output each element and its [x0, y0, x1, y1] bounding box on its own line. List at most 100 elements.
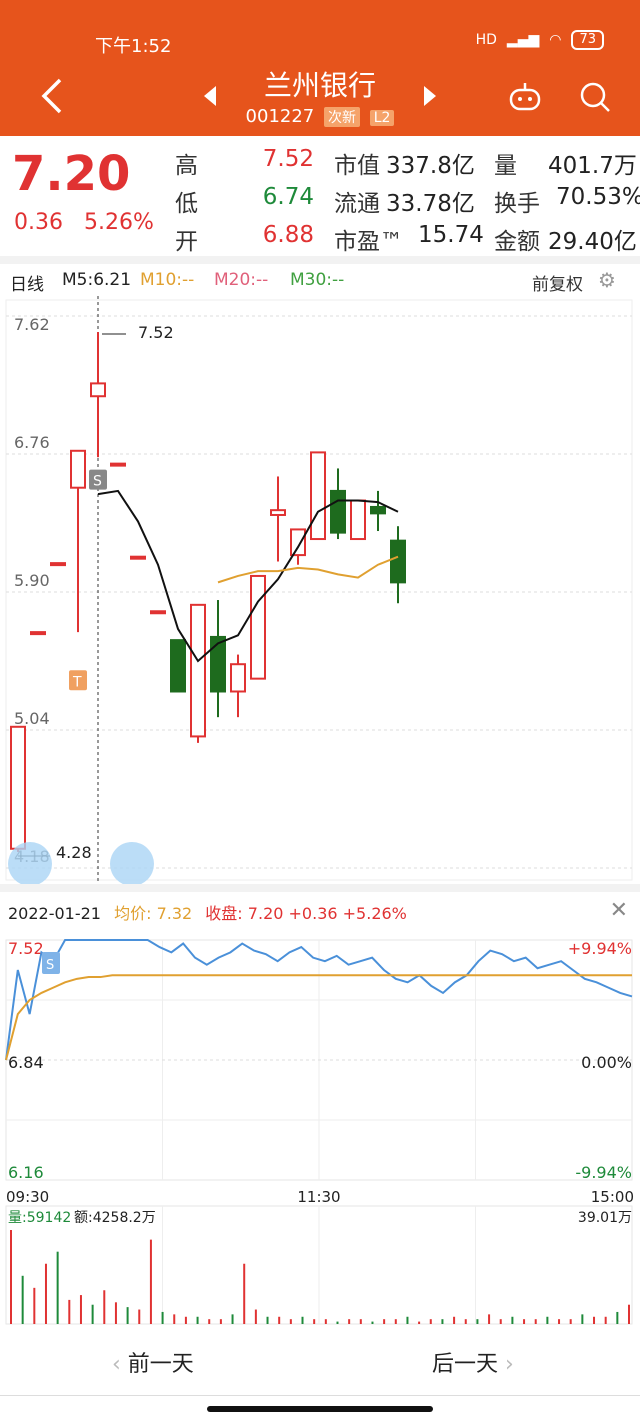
time-label: 09:30 [6, 1188, 49, 1206]
settings-gear-icon[interactable]: ⚙ [598, 268, 616, 292]
home-indicator[interactable] [207, 1406, 433, 1412]
volume-bar [114, 1302, 117, 1324]
change-value: 0.36 [14, 210, 63, 235]
volume-bar [604, 1316, 607, 1324]
timeshare-info: 2022-01-21 均价: 7.32 收盘: 7.20 +0.36 +5.26… [8, 900, 407, 924]
ma30-legend: M30:-- [290, 270, 345, 290]
ts-y-right-label: 0.00% [581, 1053, 632, 1072]
last-price: 7.20 [12, 146, 131, 202]
low-label: 低 [175, 191, 198, 217]
price-change: 0.36 5.26% [14, 210, 154, 235]
chart-frame [5, 299, 633, 881]
open-value: 6.88 [262, 222, 314, 248]
candle [210, 600, 226, 718]
ts-date: 2022-01-21 [8, 904, 101, 923]
candle-body [110, 462, 126, 467]
s-marker-label: S [46, 958, 54, 973]
timeshare-chart[interactable]: 7.52 6.84 6.16 +9.94% 0.00% -9.94% S 09:30 11:30… [0, 928, 640, 1328]
robot-icon[interactable] [508, 80, 542, 112]
scroll-left-icon [8, 842, 52, 884]
candle [230, 654, 246, 718]
volume-bar [219, 1319, 222, 1324]
candle-body [270, 509, 286, 516]
volume-bar [546, 1316, 549, 1324]
ts-y-left-label: 6.84 [8, 1053, 44, 1072]
candle-body [310, 451, 326, 541]
prev-stock-button[interactable] [204, 86, 216, 106]
volume-bar [336, 1321, 339, 1324]
battery-icon: 73 [571, 30, 604, 50]
volume-label: 量 [494, 153, 517, 179]
candle-body [70, 449, 86, 489]
turnover-value: 70.53% [556, 184, 640, 210]
volume-bar [534, 1319, 537, 1324]
high-annotation: 7.52 [138, 323, 174, 342]
volume-bar [161, 1311, 164, 1324]
turnover-label: 换手 [494, 191, 540, 217]
candle-body [390, 539, 406, 584]
volume-bar [406, 1316, 409, 1324]
candle-body [50, 562, 66, 567]
volume-bar [196, 1316, 199, 1324]
close-icon[interactable]: ✕ [609, 898, 628, 923]
candle-body [330, 489, 346, 534]
divider [0, 884, 640, 892]
candle [350, 499, 366, 541]
period-tab[interactable]: 日线 [10, 275, 44, 295]
candle-body [170, 639, 186, 693]
ts-close-percent: +5.26% [342, 904, 407, 923]
ts-close-value: 7.20 [247, 904, 284, 923]
chevron-right-icon: › [498, 1352, 514, 1377]
open-label: 开 [175, 229, 198, 255]
change-percent: 5.26% [83, 210, 154, 235]
volume-bar [324, 1319, 327, 1324]
volume-bar [266, 1316, 269, 1324]
high-value: 7.52 [262, 146, 314, 172]
volume-bar [56, 1251, 59, 1324]
candle [170, 639, 186, 693]
volume-bar [231, 1314, 234, 1324]
app-header: 下午1:52 HD ▂▄▆ ◠ 73 兰州银行 001227 次新 L2 [0, 0, 640, 136]
candle-body [230, 663, 246, 693]
time-label: 11:30 [297, 1188, 340, 1206]
search-icon[interactable] [578, 80, 612, 114]
adjust-toggle[interactable]: 前复权 [532, 275, 583, 295]
volume-bar [289, 1319, 292, 1324]
ts-y-left-label: 6.16 [8, 1163, 44, 1182]
level2-badge[interactable]: L2 [369, 110, 395, 126]
y-tick-label: 7.62 [14, 315, 50, 334]
avg-price-line [5, 974, 632, 1061]
ts-y-right-label: -9.94% [575, 1163, 632, 1182]
back-arrow-icon[interactable] [34, 74, 70, 118]
ts-y-left-label: 7.52 [8, 939, 44, 958]
wifi-icon: ◠ [549, 32, 562, 48]
candle [290, 528, 306, 565]
y-tick-label: 5.04 [14, 709, 50, 728]
volume-bar [91, 1304, 94, 1324]
candle [270, 476, 286, 562]
float-label: 流通 [334, 191, 380, 217]
volume-bar [394, 1319, 397, 1324]
signal-icon: ▂▄▆ [506, 32, 540, 48]
volume-bar [581, 1314, 584, 1324]
ts-y-right-label: +9.94% [568, 939, 632, 958]
candle [150, 610, 166, 615]
volume-bar [441, 1319, 444, 1324]
amount-value: 29.40亿 [548, 229, 637, 255]
next-stock-button[interactable] [424, 86, 436, 106]
ts-close-label: 收盘: [205, 904, 243, 923]
stock-title-block: 兰州银行 001227 次新 L2 [200, 64, 440, 127]
hd-icon: HD [475, 32, 497, 48]
next-day-button[interactable]: 后一天 › [432, 1352, 514, 1377]
ma10-line [217, 555, 399, 584]
prev-day-button[interactable]: ‹ 前一天 [112, 1352, 194, 1377]
volume-bar [464, 1319, 467, 1324]
low-value: 6.74 [262, 184, 314, 210]
high-label: 高 [175, 153, 198, 179]
candle-body [130, 555, 146, 560]
candle [370, 490, 386, 532]
pe-label: 市盈™ [334, 229, 403, 255]
candle [130, 555, 146, 560]
volume-bar [628, 1304, 630, 1324]
